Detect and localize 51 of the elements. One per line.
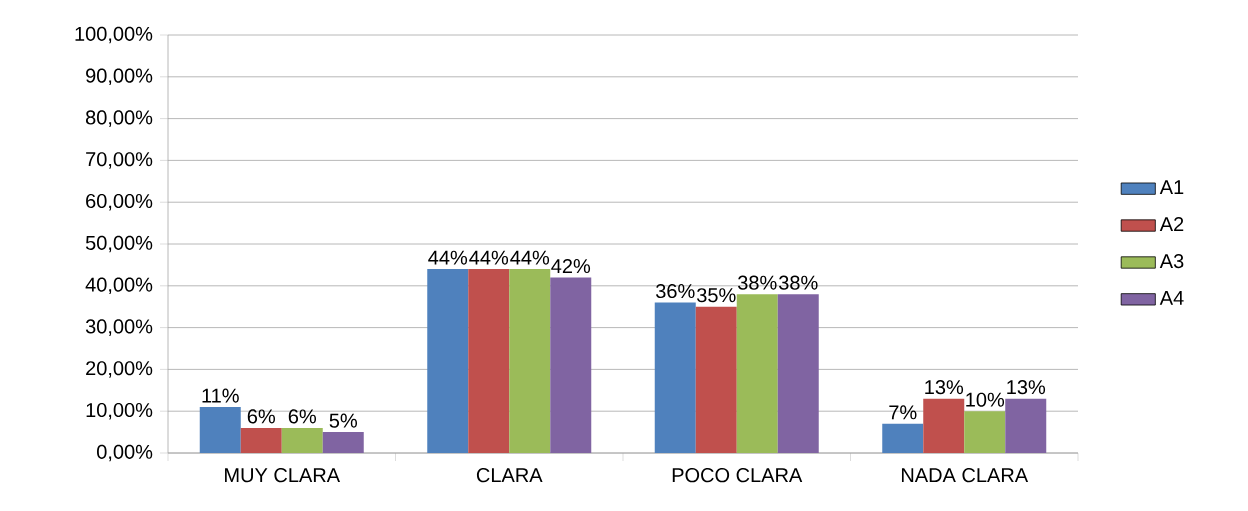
data-label: 35% — [696, 288, 736, 303]
bar — [882, 423, 924, 453]
bar — [777, 294, 819, 453]
legend-label: A2 — [1159, 217, 1184, 232]
bar — [736, 294, 778, 453]
x-tick-label: NADA CLARA — [901, 468, 1029, 483]
data-label: 5% — [329, 413, 358, 428]
bar — [964, 411, 1006, 453]
bar — [550, 277, 592, 453]
data-label: 7% — [889, 405, 917, 420]
y-tick-label: 70,00% — [86, 152, 153, 169]
y-tick-label: 60,00% — [86, 193, 153, 211]
y-tick-label: 0,00% — [97, 444, 153, 462]
y-tick-label: 10,00% — [86, 402, 153, 420]
legend-label: A4 — [1159, 290, 1184, 305]
data-label: 10% — [966, 392, 1005, 407]
y-tick-label: 50,00% — [85, 235, 153, 253]
data-label: 44% — [510, 250, 550, 265]
data-label: 44% — [428, 250, 468, 265]
y-tick-label: 80,00% — [85, 110, 153, 127]
legend-label: A3 — [1159, 254, 1184, 269]
x-tick-label: POCO CLARA — [672, 468, 803, 483]
data-label: 38% — [778, 275, 818, 290]
data-label: 13% — [925, 380, 964, 395]
bar — [240, 427, 282, 453]
bar — [1005, 398, 1047, 453]
bar — [281, 427, 323, 453]
bar — [695, 306, 737, 453]
y-tick-label: 20,00% — [86, 361, 153, 378]
bar — [923, 398, 965, 453]
x-tick-label: CLARA — [476, 468, 543, 483]
legend-label: A1 — [1159, 180, 1184, 195]
y-tick-label: 90,00% — [86, 68, 153, 86]
y-tick-label: 100,00% — [75, 26, 153, 44]
data-label: 11% — [202, 388, 239, 403]
bar — [427, 269, 469, 453]
data-label: 13% — [1007, 380, 1046, 395]
bar — [509, 269, 551, 453]
y-tick-label: 30,00% — [85, 319, 153, 336]
data-label: 36% — [655, 283, 695, 299]
bar — [654, 302, 696, 453]
bar — [468, 269, 510, 453]
data-label: 44% — [469, 250, 509, 265]
y-tick-label: 40,00% — [85, 277, 153, 295]
x-tick-label: MUY CLARA — [225, 468, 341, 483]
bar — [199, 407, 241, 453]
data-label: 6% — [288, 409, 317, 424]
data-label: 38% — [737, 275, 777, 290]
bar — [322, 432, 364, 453]
data-label: 42% — [551, 258, 591, 274]
data-label: 6% — [247, 409, 276, 424]
